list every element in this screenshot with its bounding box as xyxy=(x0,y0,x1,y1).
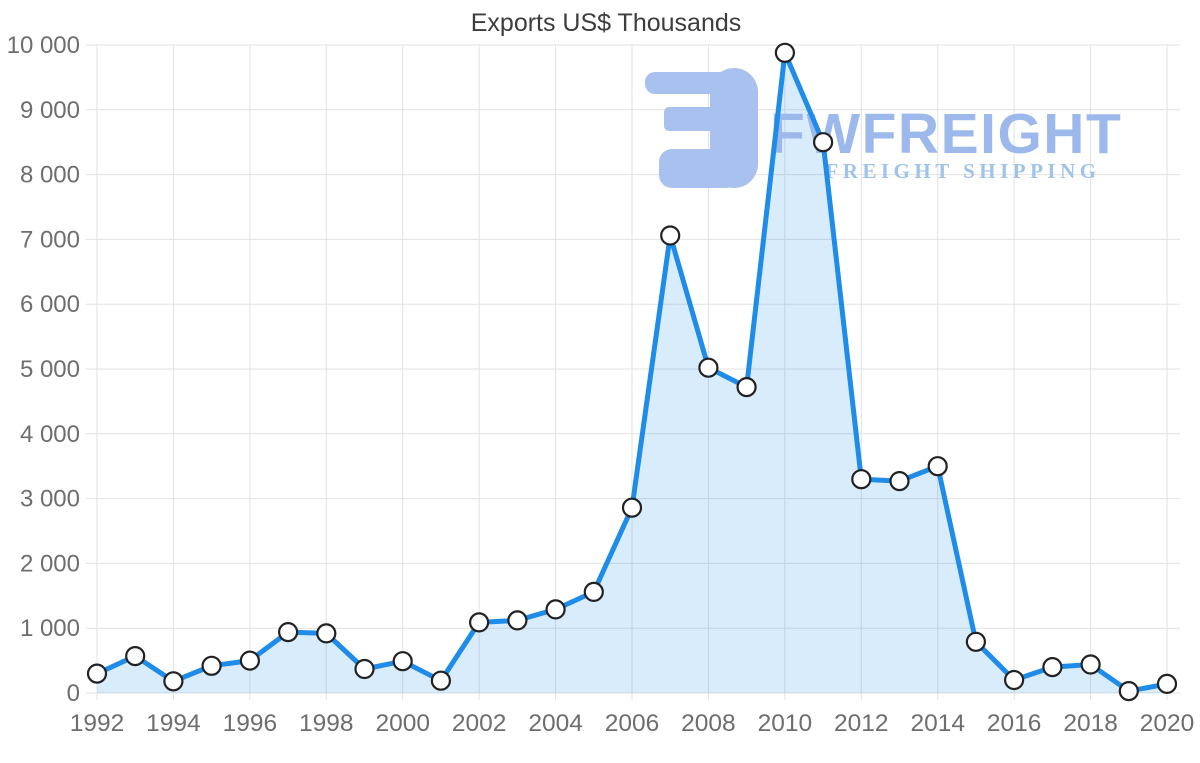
series-area xyxy=(97,52,1167,694)
x-tick-label: 2020 xyxy=(1140,710,1195,737)
gridlines xyxy=(86,44,1180,700)
data-point-1994[interactable] xyxy=(163,671,184,692)
data-point-2015[interactable] xyxy=(965,631,987,652)
data-point-2014[interactable] xyxy=(927,456,948,477)
x-tick-label: 1992 xyxy=(70,710,125,737)
data-point-2008[interactable] xyxy=(698,357,719,378)
y-tick-label: 0 xyxy=(67,680,80,707)
data-point-1999[interactable] xyxy=(354,658,375,680)
x-tick-label: 2006 xyxy=(605,710,660,737)
y-tick-label: 5 000 xyxy=(20,356,80,383)
data-point-markers xyxy=(86,42,1178,702)
fwfreight-logo-icon xyxy=(645,68,758,188)
x-tick-label: 2012 xyxy=(834,710,889,737)
chart-title: Exports US$ Thousands xyxy=(471,9,742,37)
y-tick-label: 2 000 xyxy=(20,550,80,577)
data-point-2004[interactable] xyxy=(545,599,566,620)
y-tick-label: 4 000 xyxy=(20,421,80,448)
data-point-2020[interactable] xyxy=(1156,673,1178,695)
x-tick-label: 2000 xyxy=(375,710,430,737)
y-tick-label: 6 000 xyxy=(20,291,80,318)
data-point-2009[interactable] xyxy=(736,377,757,398)
data-point-2001[interactable] xyxy=(430,670,451,691)
data-point-2016[interactable] xyxy=(1003,669,1025,691)
x-axis-tick-labels: 1992 1994 1996 1998 2000 2002 2004 2006 2008 2010… xyxy=(70,710,1195,737)
y-axis-tick-labels: 0 1 000 2 000 3 000 4 000 5 000 6 000 7 000 8 00… xyxy=(7,32,80,707)
logo-subtitle-text: FREIGHT SHIPPING xyxy=(825,159,1100,183)
data-point-2018[interactable] xyxy=(1080,654,1101,675)
watermark-logo: FWFREIGHT FREIGHT SHIPPING xyxy=(645,68,1121,188)
data-point-2005[interactable] xyxy=(583,581,604,603)
y-tick-label: 8 000 xyxy=(20,162,80,189)
data-point-2013[interactable] xyxy=(889,471,910,492)
y-tick-label: 1 000 xyxy=(20,615,80,642)
x-tick-label: 2002 xyxy=(452,710,507,737)
data-point-2012[interactable] xyxy=(851,469,872,490)
y-tick-label: 10 000 xyxy=(7,32,80,59)
data-point-2006[interactable] xyxy=(621,497,643,518)
data-point-2019[interactable] xyxy=(1118,680,1139,702)
data-point-2010[interactable] xyxy=(774,42,796,63)
data-point-1996[interactable] xyxy=(239,650,260,671)
data-point-2003[interactable] xyxy=(507,610,528,631)
x-tick-label: 2018 xyxy=(1063,710,1118,737)
x-tick-label: 1998 xyxy=(299,710,354,737)
data-point-2002[interactable] xyxy=(469,612,490,633)
data-point-1997[interactable] xyxy=(278,621,299,643)
x-tick-label: 2010 xyxy=(758,710,813,737)
data-point-2000[interactable] xyxy=(392,651,413,672)
y-tick-label: 7 000 xyxy=(20,226,80,253)
data-point-2011[interactable] xyxy=(812,132,834,153)
data-point-1992[interactable] xyxy=(86,663,108,684)
data-point-2017[interactable] xyxy=(1042,656,1063,678)
x-tick-label: 1996 xyxy=(223,710,278,737)
x-tick-label: 2004 xyxy=(528,710,583,737)
y-tick-label: 3 000 xyxy=(20,486,80,513)
data-point-1995[interactable] xyxy=(201,655,222,676)
x-tick-label: 1994 xyxy=(146,710,201,737)
data-point-1993[interactable] xyxy=(125,645,146,667)
y-tick-label: 9 000 xyxy=(20,97,80,124)
area-fill xyxy=(97,52,1167,694)
data-point-1998[interactable] xyxy=(316,623,337,644)
data-point-2007[interactable] xyxy=(660,225,681,246)
x-tick-label: 2016 xyxy=(987,710,1042,737)
x-tick-label: 2014 xyxy=(910,710,965,737)
x-tick-label: 2008 xyxy=(681,710,736,737)
